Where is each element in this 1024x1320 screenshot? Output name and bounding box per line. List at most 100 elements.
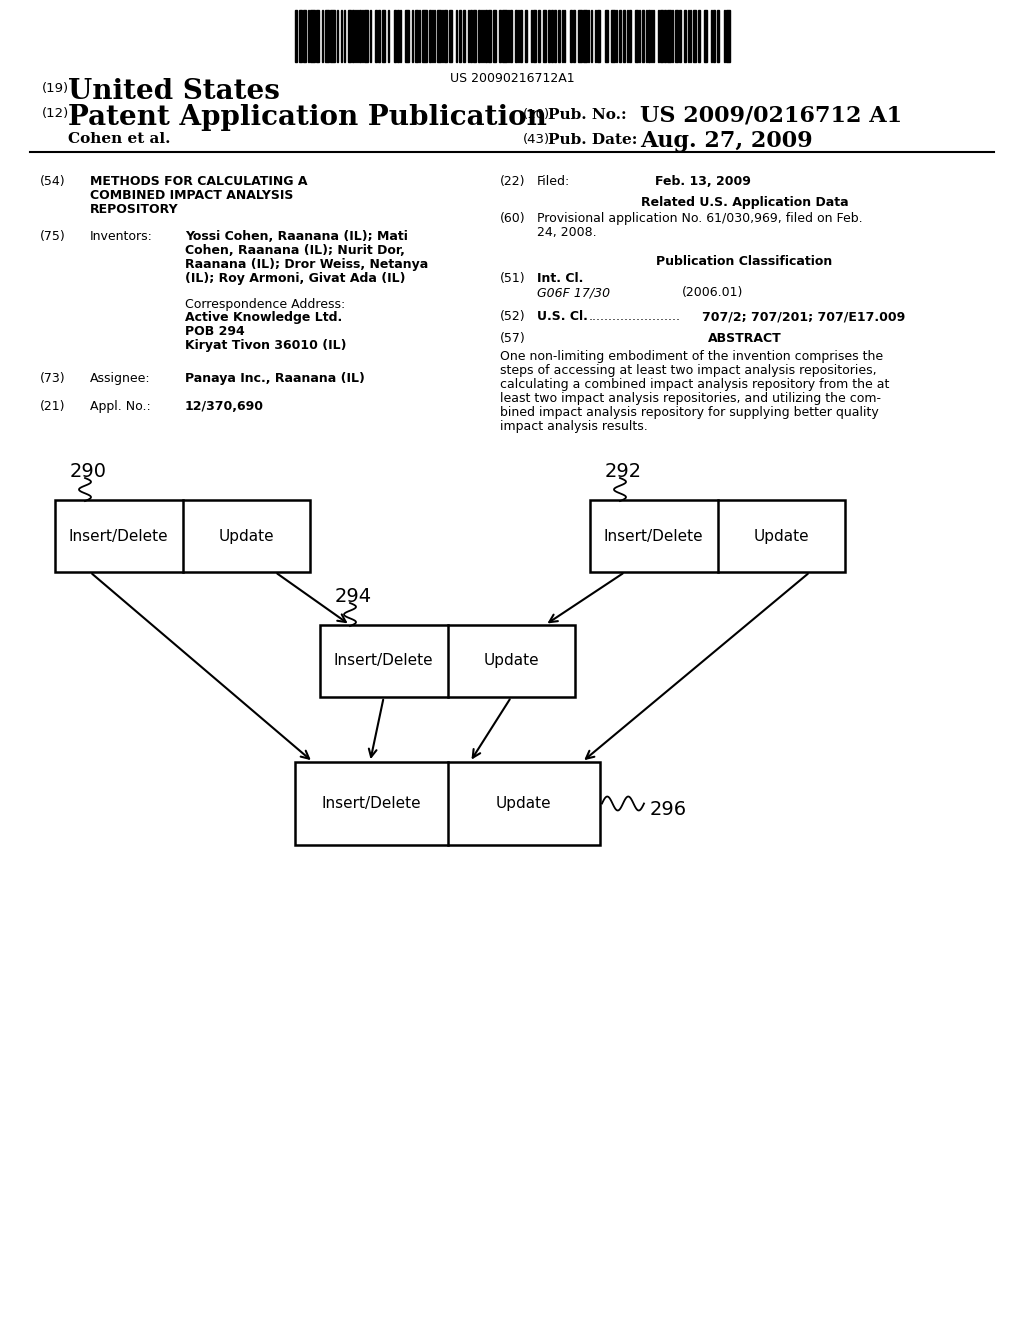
Bar bbox=[473, 11, 476, 62]
Text: Patent Application Publication: Patent Application Publication bbox=[68, 104, 547, 131]
Text: Pub. Date:: Pub. Date: bbox=[548, 133, 637, 147]
Text: US 2009/0216712 A1: US 2009/0216712 A1 bbox=[640, 104, 902, 125]
Text: Insert/Delete: Insert/Delete bbox=[322, 796, 421, 810]
Bar bbox=[510, 11, 512, 62]
Bar bbox=[520, 11, 522, 62]
Bar bbox=[551, 11, 553, 62]
Text: Raanana (IL); Dror Weiss, Netanya: Raanana (IL); Dror Weiss, Netanya bbox=[185, 257, 428, 271]
Bar bbox=[538, 11, 540, 62]
Bar bbox=[375, 11, 377, 62]
Text: Inventors:: Inventors: bbox=[90, 230, 153, 243]
Bar bbox=[578, 11, 582, 62]
Bar bbox=[397, 11, 399, 62]
Bar bbox=[705, 11, 707, 62]
Bar bbox=[415, 11, 418, 62]
Text: Aug. 27, 2009: Aug. 27, 2009 bbox=[640, 129, 813, 152]
Text: Int. Cl.: Int. Cl. bbox=[537, 272, 584, 285]
Bar bbox=[499, 11, 501, 62]
Bar bbox=[717, 11, 719, 62]
Bar bbox=[611, 11, 615, 62]
Bar bbox=[406, 11, 409, 62]
Text: Pub. No.:: Pub. No.: bbox=[548, 108, 627, 121]
Bar bbox=[378, 11, 380, 62]
Bar bbox=[364, 11, 368, 62]
Bar bbox=[558, 11, 560, 62]
Text: bined impact analysis repository for supplying better quality: bined impact analysis repository for sup… bbox=[500, 407, 879, 418]
Bar bbox=[295, 762, 600, 845]
Bar bbox=[684, 11, 686, 62]
Text: Insert/Delete: Insert/Delete bbox=[334, 653, 433, 668]
Text: Correspondence Address:: Correspondence Address: bbox=[185, 298, 345, 312]
Text: Publication Classification: Publication Classification bbox=[656, 255, 833, 268]
Bar bbox=[485, 11, 487, 62]
Bar bbox=[570, 11, 572, 62]
Bar bbox=[590, 500, 845, 572]
Text: (52): (52) bbox=[500, 310, 525, 323]
Bar bbox=[295, 11, 297, 62]
Text: Panaya Inc., Raanana (IL): Panaya Inc., Raanana (IL) bbox=[185, 372, 365, 385]
Bar bbox=[726, 11, 730, 62]
Bar bbox=[352, 11, 354, 62]
Text: G06F 17/30: G06F 17/30 bbox=[537, 286, 610, 300]
Bar bbox=[502, 11, 507, 62]
Bar bbox=[394, 11, 396, 62]
Text: Update: Update bbox=[754, 528, 809, 544]
Bar bbox=[316, 11, 319, 62]
Bar bbox=[597, 11, 600, 62]
Text: (73): (73) bbox=[40, 372, 66, 385]
Bar bbox=[55, 500, 310, 572]
Text: METHODS FOR CALCULATING A: METHODS FOR CALCULATING A bbox=[90, 176, 307, 187]
Text: Update: Update bbox=[496, 796, 552, 810]
Bar bbox=[303, 11, 306, 62]
Bar bbox=[493, 11, 496, 62]
Bar bbox=[319, 624, 575, 697]
Bar bbox=[515, 11, 517, 62]
Bar bbox=[618, 11, 621, 62]
Bar bbox=[534, 11, 536, 62]
Text: (60): (60) bbox=[500, 213, 525, 224]
Text: 296: 296 bbox=[650, 800, 687, 818]
Bar bbox=[299, 11, 302, 62]
Text: POB 294: POB 294 bbox=[185, 325, 245, 338]
Text: 294: 294 bbox=[335, 587, 372, 606]
Bar bbox=[554, 11, 556, 62]
Text: least two impact analysis repositories, and utilizing the com-: least two impact analysis repositories, … bbox=[500, 392, 881, 405]
Bar bbox=[488, 11, 490, 62]
Text: Feb. 13, 2009: Feb. 13, 2009 bbox=[655, 176, 751, 187]
Text: (10): (10) bbox=[523, 108, 550, 121]
Text: Related U.S. Application Data: Related U.S. Application Data bbox=[641, 195, 848, 209]
Bar bbox=[635, 11, 638, 62]
Text: .......................: ....................... bbox=[589, 310, 681, 323]
Text: Kiryat Tivon 36010 (IL): Kiryat Tivon 36010 (IL) bbox=[185, 339, 346, 352]
Text: United States: United States bbox=[68, 78, 280, 106]
Text: 292: 292 bbox=[605, 462, 642, 480]
Text: 24, 2008.: 24, 2008. bbox=[537, 226, 597, 239]
Text: One non-limiting embodiment of the invention comprises the: One non-limiting embodiment of the inven… bbox=[500, 350, 883, 363]
Bar bbox=[667, 11, 671, 62]
Bar bbox=[548, 11, 550, 62]
Bar bbox=[325, 11, 329, 62]
Text: calculating a combined impact analysis repository from the at: calculating a combined impact analysis r… bbox=[500, 378, 890, 391]
Text: Assignee:: Assignee: bbox=[90, 372, 151, 385]
Text: Active Knowledge Ltd.: Active Knowledge Ltd. bbox=[185, 312, 342, 323]
Text: impact analysis results.: impact analysis results. bbox=[500, 420, 648, 433]
Text: U.S. Cl.: U.S. Cl. bbox=[537, 310, 588, 323]
Bar bbox=[679, 11, 681, 62]
Bar bbox=[675, 11, 678, 62]
Bar bbox=[470, 11, 472, 62]
Bar bbox=[648, 11, 650, 62]
Bar bbox=[525, 11, 527, 62]
Bar bbox=[429, 11, 431, 62]
Text: (IL); Roy Armoni, Givat Ada (IL): (IL); Roy Armoni, Givat Ada (IL) bbox=[185, 272, 406, 285]
Bar bbox=[698, 11, 700, 62]
Bar bbox=[642, 11, 644, 62]
Bar bbox=[310, 11, 315, 62]
Text: 290: 290 bbox=[70, 462, 106, 480]
Text: Update: Update bbox=[218, 528, 274, 544]
Bar bbox=[463, 11, 465, 62]
Text: Update: Update bbox=[483, 653, 539, 668]
Bar bbox=[449, 11, 452, 62]
Text: Insert/Delete: Insert/Delete bbox=[604, 528, 703, 544]
Text: (22): (22) bbox=[500, 176, 525, 187]
Text: 707/2; 707/201; 707/E17.009: 707/2; 707/201; 707/E17.009 bbox=[702, 310, 905, 323]
